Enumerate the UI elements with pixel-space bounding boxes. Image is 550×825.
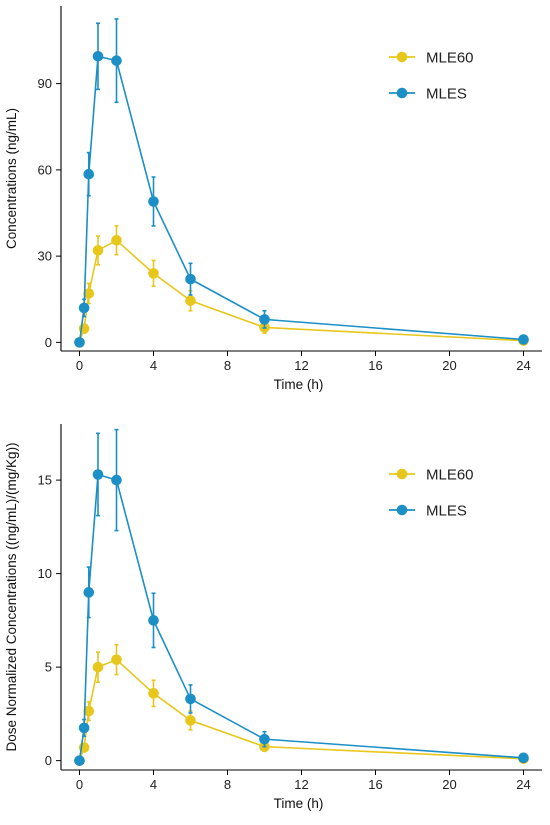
data-point [78, 722, 90, 734]
legend-label-mles: MLES [426, 503, 467, 520]
x-tick-label: 0 [76, 358, 83, 373]
legend-label-mle60: MLE60 [426, 467, 474, 484]
x-tick-label: 8 [224, 358, 231, 373]
x-tick-label: 20 [442, 777, 456, 792]
x-tick-label: 12 [294, 358, 308, 373]
y-tick-label: 60 [38, 162, 52, 177]
data-point [111, 654, 122, 665]
legend-label-mle60: MLE60 [426, 50, 474, 67]
x-tick-label: 20 [442, 358, 456, 373]
chart-panel-dose-normalized: 0 4 8 12 16 20 24 0 5 10 15 Time (h) Dose Normalized… [4, 424, 542, 811]
data-point [259, 733, 270, 745]
y-axis-title: Concentrations (ng/mL) [4, 108, 19, 249]
data-point [185, 715, 196, 726]
y-tick-label: 90 [38, 76, 52, 91]
data-point [92, 51, 104, 62]
x-axis-title: Time (h) [274, 377, 324, 392]
series-mles [74, 18, 529, 348]
data-point [83, 705, 95, 717]
series-line [78, 239, 524, 343]
data-point [74, 755, 85, 766]
x-tick-label: 4 [150, 777, 157, 792]
data-point [83, 587, 95, 598]
legend-label-mles: MLES [426, 86, 467, 103]
data-point [259, 314, 270, 325]
data-point [148, 268, 159, 279]
y-tick-label: 0 [45, 753, 52, 768]
series-mles [74, 428, 529, 766]
x-tick-label: 0 [76, 777, 83, 792]
data-point [83, 168, 95, 180]
legend: MLE60 MLES [389, 467, 474, 520]
x-tick-label: 8 [224, 777, 231, 792]
x-tick-label: 24 [516, 777, 530, 792]
y-tick-label: 30 [38, 249, 52, 264]
data-point [111, 55, 122, 66]
legend-marker-mles [396, 87, 408, 99]
data-point [74, 337, 85, 348]
y-tick-label: 5 [45, 660, 52, 675]
x-tick-label: 24 [516, 358, 530, 373]
x-tick-label: 16 [368, 777, 382, 792]
y-axis-title: Dose Normalized Concentrations ((ng/mL)/… [4, 442, 19, 751]
legend-marker-mle60 [396, 468, 408, 480]
data-point [92, 245, 104, 256]
legend: MLE60 MLES [389, 50, 474, 103]
data-point [111, 474, 122, 486]
series-mle60 [74, 643, 529, 766]
data-point [92, 661, 104, 673]
y-tick-label: 15 [38, 473, 52, 488]
x-axis-title: Time (h) [274, 796, 324, 811]
data-point [518, 334, 529, 345]
chart-panel-concentrations: 0 4 8 12 16 20 24 0 30 60 90 Time (h) Concentrations… [4, 6, 542, 392]
series-mle60 [74, 225, 529, 348]
data-point [185, 273, 196, 285]
data-point [148, 196, 159, 207]
y-tick-label: 10 [38, 566, 52, 581]
data-point [148, 688, 159, 699]
legend-marker-mles [396, 504, 408, 516]
data-point [111, 235, 122, 246]
data-point [148, 615, 159, 626]
x-tick-label: 16 [368, 358, 382, 373]
x-tick-label: 4 [150, 358, 157, 373]
x-tick-label: 12 [294, 777, 308, 792]
series-line [78, 658, 524, 761]
data-point [83, 288, 95, 299]
data-point [185, 693, 196, 705]
y-tick-label: 0 [45, 335, 52, 350]
legend-marker-mle60 [396, 51, 408, 63]
data-point [92, 469, 104, 480]
data-point [518, 752, 529, 764]
data-point [78, 302, 90, 314]
data-point [185, 295, 196, 306]
